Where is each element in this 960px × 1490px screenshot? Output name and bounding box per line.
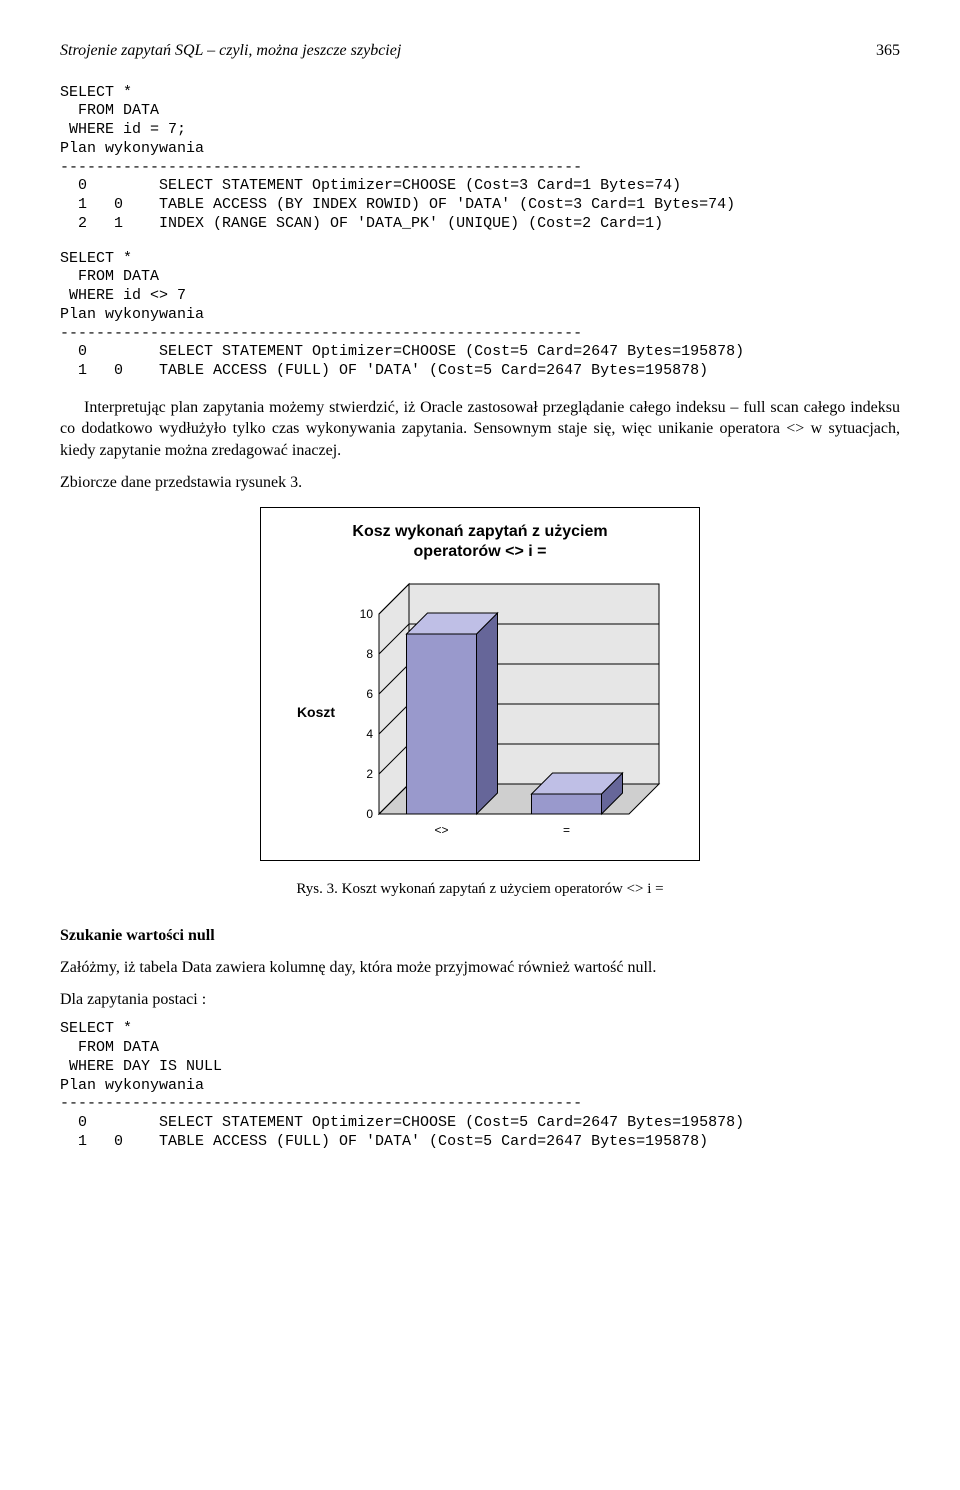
svg-text:2: 2 <box>366 767 373 781</box>
paragraph-null-intro: Załóżmy, iż tabela Data zawiera kolumnę … <box>60 957 900 979</box>
svg-text:8: 8 <box>366 647 373 661</box>
svg-text:0: 0 <box>366 807 373 821</box>
paragraph-interpretation: Interpretując plan zapytania możemy stwi… <box>60 397 900 462</box>
bar-chart-3d: 10 8 6 4 2 0 <> = <box>345 580 663 844</box>
figure-caption: Rys. 3. Koszt wykonań zapytań z użyciem … <box>60 879 900 899</box>
paragraph-query-label: Dla zapytania postaci : <box>60 989 900 1011</box>
code-block-select-eq: SELECT * FROM DATA WHERE id = 7; Plan wy… <box>60 84 900 234</box>
chart-title-line2: operatorów <> i = <box>414 543 547 560</box>
chart-title: Kosz wykonań zapytań z użyciem operatoró… <box>273 522 687 562</box>
paragraph-figure-ref: Zbiorcze dane przedstawia rysunek 3. <box>60 472 900 494</box>
page-header: Strojenie zapytań SQL – czyli, można jes… <box>60 40 900 62</box>
header-page-number: 365 <box>876 40 900 62</box>
section-heading-null: Szukanie wartości null <box>60 925 900 947</box>
svg-text:10: 10 <box>360 607 374 621</box>
svg-text:6: 6 <box>366 687 373 701</box>
code-block-select-isnull: SELECT * FROM DATA WHERE DAY IS NULL Pla… <box>60 1020 900 1151</box>
chart-container: Kosz wykonań zapytań z użyciem operatoró… <box>260 507 700 861</box>
chart-title-line1: Kosz wykonań zapytań z użyciem <box>352 523 607 540</box>
svg-text:<>: <> <box>435 823 449 837</box>
svg-text:4: 4 <box>366 727 373 741</box>
chart-ylabel: Koszt <box>297 703 335 722</box>
code-block-select-neq: SELECT * FROM DATA WHERE id <> 7 Plan wy… <box>60 250 900 381</box>
header-title: Strojenie zapytań SQL – czyli, można jes… <box>60 40 401 62</box>
chart-body: Koszt 10 8 6 4 2 0 <> = <box>273 580 687 844</box>
svg-text:=: = <box>563 823 570 837</box>
